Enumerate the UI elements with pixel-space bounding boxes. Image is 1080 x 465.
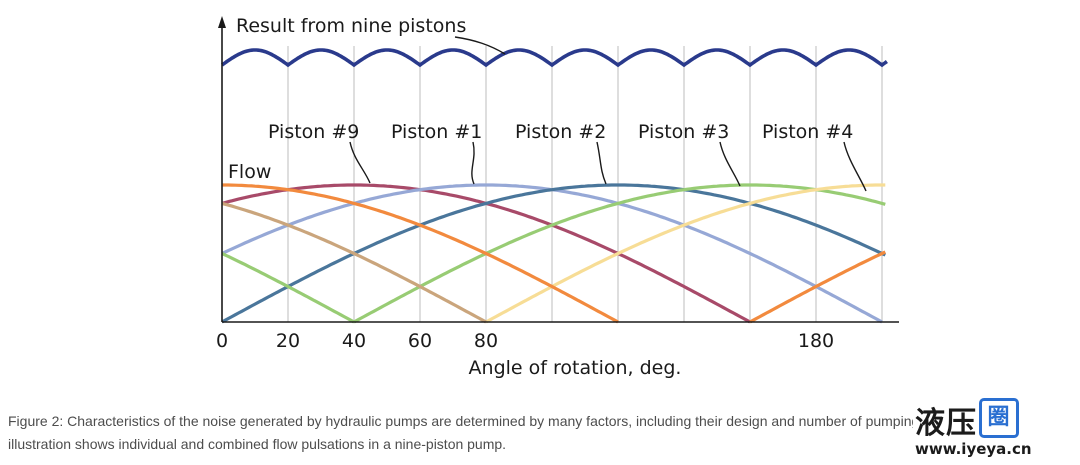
curve-piston-unlabeled-7 bbox=[221, 201, 487, 324]
x-tick-label: 20 bbox=[276, 330, 300, 352]
x-axis-title: Angle of rotation, deg. bbox=[469, 357, 682, 379]
axes bbox=[218, 16, 899, 323]
piston-leader-line bbox=[843, 141, 867, 192]
figure-caption: Figure 2: Characteristics of the noise g… bbox=[8, 410, 913, 456]
x-tick-label: 40 bbox=[342, 330, 366, 352]
piston-label: Piston #2 bbox=[515, 121, 606, 143]
annotation-leaders bbox=[349, 36, 867, 192]
x-tick-label: 0 bbox=[216, 330, 228, 352]
curve-piston-unlabeled-8 bbox=[221, 252, 355, 324]
piston-label: Piston #9 bbox=[268, 121, 359, 143]
x-tick-label: 180 bbox=[798, 330, 834, 352]
piston-leader-line bbox=[471, 141, 475, 185]
piston-label: Piston #3 bbox=[638, 121, 729, 143]
y-axis-label: Flow bbox=[228, 161, 271, 183]
x-tick-labels: 0 20 40 60 80 180 bbox=[216, 330, 834, 352]
watermark-box-char: 圈 bbox=[979, 398, 1019, 438]
y-axis-arrow bbox=[218, 16, 226, 28]
annotation-labels: Angle of rotation, deg. Flow Result from n… bbox=[228, 15, 853, 379]
result-label: Result from nine pistons bbox=[236, 15, 466, 37]
caption-line-2: illustration shows individual and combin… bbox=[8, 436, 507, 452]
curve-piston-3 bbox=[353, 183, 886, 324]
curve-piston-4 bbox=[485, 183, 886, 324]
piston-label: Piston #4 bbox=[762, 121, 853, 143]
curve-piston-unlabeled-5 bbox=[222, 183, 619, 324]
piston-leader-line bbox=[349, 141, 371, 184]
curve-piston-unlabeled-6 bbox=[749, 250, 886, 324]
caption-line-1: Figure 2: Characteristics of the noise g… bbox=[8, 413, 913, 429]
x-tick-label: 80 bbox=[474, 330, 498, 352]
watermark-cn-text: 液压 bbox=[915, 406, 977, 441]
piston-label: Piston #1 bbox=[391, 121, 482, 143]
piston-leader-line bbox=[596, 141, 607, 185]
site-watermark: 液压圈 www.iyeya.cn bbox=[915, 398, 1075, 460]
result-curve-group bbox=[220, 48, 888, 68]
piston-curves bbox=[221, 183, 886, 324]
watermark-logo: 液压圈 bbox=[915, 398, 1019, 442]
result-leader-line bbox=[454, 36, 506, 55]
piston-leader-line bbox=[719, 141, 741, 187]
x-tick-label: 60 bbox=[408, 330, 432, 352]
result-curve bbox=[220, 48, 888, 68]
flow-chart: 0 20 40 60 80 180 Angle of rotation, deg. Flow… bbox=[216, 15, 899, 379]
watermark-url: www.iyeya.cn bbox=[915, 440, 1032, 458]
curve-piston-2 bbox=[221, 183, 886, 324]
